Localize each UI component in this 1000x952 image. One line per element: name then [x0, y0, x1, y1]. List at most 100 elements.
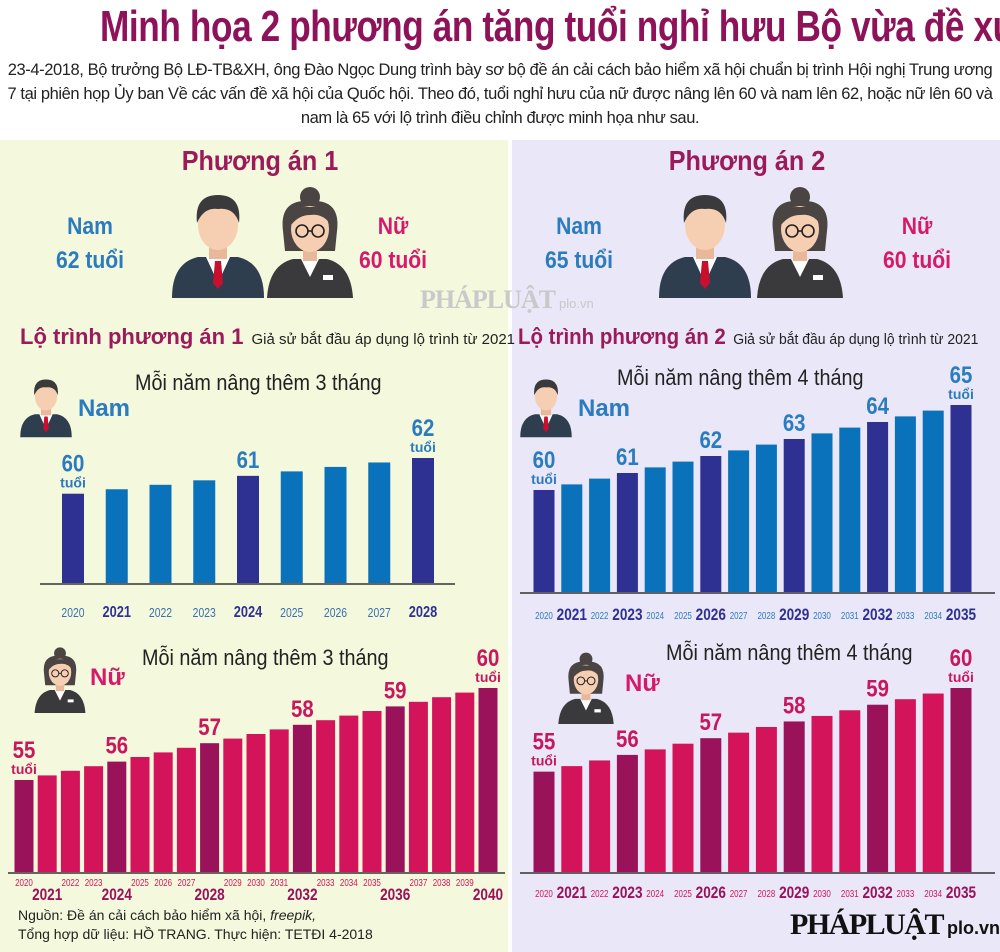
- year-label-2030: 2030: [247, 877, 265, 888]
- bar-2032: [867, 422, 889, 592]
- chart-1-gender: Nam: [78, 395, 131, 422]
- unit-label-2040: tuổi: [475, 669, 501, 685]
- unit-label-2020: tuổi: [60, 475, 86, 491]
- year-label-2032: 2032: [862, 884, 892, 903]
- year-label-2020: 2020: [15, 877, 33, 888]
- year-label-2034: 2034: [924, 610, 942, 621]
- bar-2023: [193, 480, 216, 583]
- male-label: Nam: [556, 213, 602, 240]
- bar-2028: [200, 743, 220, 872]
- bar-2033: [894, 416, 916, 592]
- year-label-2033: 2033: [897, 888, 915, 899]
- bar-2034: [922, 410, 944, 592]
- value-label-2036: 59: [384, 677, 407, 704]
- value-label-2026: 57: [699, 709, 722, 736]
- bar-2025: [672, 743, 694, 872]
- bar-2033: [894, 699, 916, 872]
- male-target-age: 65 tuổi: [544, 247, 614, 274]
- bar-2027: [368, 462, 391, 583]
- value-label-2020: 55: [13, 736, 36, 763]
- chart-4-gender: Nữ: [625, 670, 660, 697]
- year-label-2028: 2028: [409, 604, 437, 622]
- value-label-2035: 60: [950, 644, 973, 671]
- female-label: Nữ: [377, 213, 409, 240]
- bar-2028: [412, 458, 434, 583]
- bar-2037: [408, 701, 428, 872]
- year-label-2025: 2025: [131, 877, 149, 888]
- year-label-2022: 2022: [149, 606, 172, 620]
- value-label-2028: 57: [198, 714, 221, 741]
- value-label-2029: 58: [783, 692, 806, 719]
- bar-2021: [37, 775, 57, 872]
- bar-2020: [62, 493, 84, 583]
- year-label-2023: 2023: [193, 606, 217, 620]
- bar-2023: [84, 766, 104, 872]
- year-label-2021: 2021: [32, 886, 63, 905]
- year-label-2022: 2022: [591, 888, 609, 899]
- bar-2025: [280, 471, 303, 583]
- year-label-2034: 2034: [340, 877, 358, 888]
- unit-label-2035: tuổi: [948, 669, 974, 685]
- value-label-2040: 60: [477, 644, 500, 671]
- source-line: Nguồn: Đề án cải cách bảo hiểm xã hội, f…: [18, 907, 317, 923]
- bar-2022: [60, 770, 80, 872]
- bar-2024: [644, 467, 666, 592]
- year-label-2033: 2033: [317, 877, 335, 888]
- value-label-2024: 61: [237, 446, 260, 473]
- year-label-2034: 2034: [924, 888, 942, 899]
- bar-2022: [149, 484, 172, 583]
- year-label-2021: 2021: [103, 604, 131, 622]
- value-label-2029: 63: [783, 409, 806, 436]
- bar-2025: [672, 461, 694, 592]
- year-label-2040: 2040: [473, 886, 503, 905]
- bar-2021: [561, 484, 583, 592]
- bar-2033: [316, 720, 336, 872]
- bar-2039: [455, 692, 475, 872]
- plan-2-male-label: Nam 65 tuổi: [531, 210, 628, 278]
- bar-2023: [616, 754, 638, 872]
- chart-3-title: Mỗi năm nâng thêm 3 tháng: [142, 645, 389, 670]
- year-label-2023: 2023: [612, 606, 642, 625]
- value-label-2020: 60: [62, 450, 85, 477]
- year-label-2027: 2027: [730, 610, 748, 621]
- year-label-2038: 2038: [433, 877, 451, 888]
- bar-2022: [589, 760, 611, 872]
- plan-1-male-label: Nam 62 tuổi: [42, 210, 139, 278]
- value-label-2032: 64: [866, 392, 889, 419]
- bar-2026: [153, 752, 173, 872]
- year-label-2028: 2028: [194, 886, 225, 905]
- bar-2026: [324, 466, 347, 583]
- source-credit: Nguồn: Đề án cải cách bảo hiểm xã hội, f…: [18, 906, 373, 944]
- female-target-age: 60 tuổi: [358, 247, 428, 274]
- year-label-2028: 2028: [758, 610, 776, 621]
- year-label-2032: 2032: [287, 886, 317, 905]
- year-label-2036: 2036: [380, 886, 410, 905]
- female-label: Nữ: [901, 213, 933, 240]
- year-label-2024: 2024: [646, 610, 664, 621]
- value-label-2024: 56: [105, 732, 128, 759]
- plan-1-route-heading: Lộ trình phương án 1 Giả sử bắt đầu áp dụ…: [20, 324, 515, 350]
- bar-2029: [783, 721, 805, 872]
- bar-2027: [176, 747, 196, 872]
- year-label-2027: 2027: [368, 606, 391, 620]
- plan-1-title: Phương án 1: [181, 145, 339, 176]
- year-label-2026: 2026: [696, 884, 726, 903]
- plan-2-title: Phương án 2: [668, 145, 826, 176]
- year-label-2029: 2029: [224, 877, 242, 888]
- value-label-2032: 59: [866, 675, 889, 702]
- year-label-2027: 2027: [178, 877, 196, 888]
- year-label-2021: 2021: [557, 606, 588, 625]
- year-label-2020: 2020: [61, 606, 85, 620]
- year-label-2022: 2022: [62, 877, 80, 888]
- value-label-2023: 56: [616, 725, 639, 752]
- year-label-2031: 2031: [841, 610, 859, 621]
- bar-2040: [478, 688, 498, 872]
- unit-label-2020: tuổi: [531, 753, 557, 769]
- male-label: Nam: [67, 213, 113, 240]
- bar-2028: [755, 444, 777, 592]
- bar-2032: [292, 724, 312, 872]
- year-label-2029: 2029: [779, 606, 809, 625]
- unit-label-2035: tuổi: [948, 386, 974, 402]
- year-label-2035: 2035: [946, 884, 977, 903]
